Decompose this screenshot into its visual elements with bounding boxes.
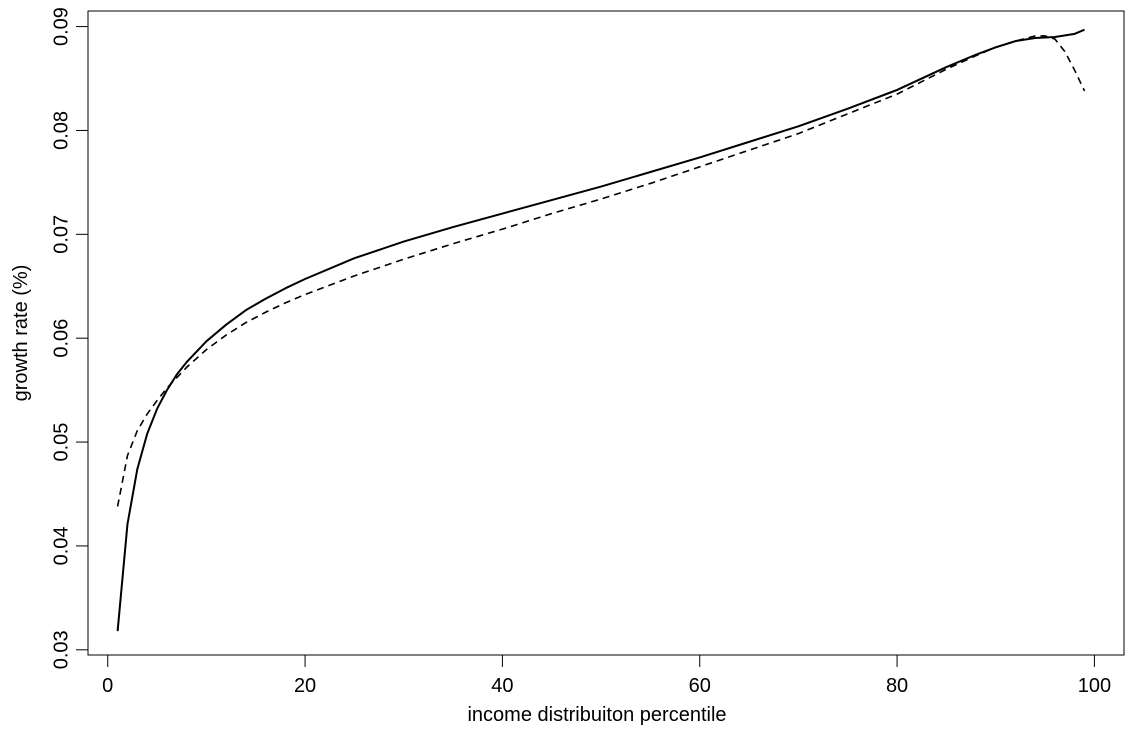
y-tick-label: 0.05 — [50, 423, 72, 462]
y-tick-label: 0.04 — [50, 526, 72, 565]
x-tick-label: 80 — [886, 675, 908, 697]
x-axis: 0 20 40 60 80 100 — [102, 655, 1111, 697]
series-line-solid — [116, 28, 1085, 632]
y-tick-label: 0.07 — [50, 215, 72, 254]
x-tick-label: 100 — [1078, 675, 1111, 697]
x-tick-label: 60 — [689, 675, 711, 697]
x-axis-label: income distribuiton percentile — [467, 704, 726, 726]
y-tick-label: 0.08 — [50, 111, 72, 150]
y-tick-label: 0.06 — [50, 319, 72, 358]
y-tick-label: 0.09 — [50, 7, 72, 46]
series-layer — [116, 28, 1086, 632]
x-tick-label: 0 — [102, 675, 113, 697]
y-axis-label: growth rate (%) — [10, 265, 32, 402]
y-tick-label: 0.03 — [50, 630, 72, 669]
series-line-dashed — [116, 35, 1086, 507]
plot-frame — [87, 10, 1125, 656]
x-tick-label: 40 — [491, 675, 513, 697]
x-tick-label: 20 — [294, 675, 316, 697]
y-axis: 0.03 0.04 0.05 0.06 0.07 0.08 0.09 — [50, 7, 88, 669]
